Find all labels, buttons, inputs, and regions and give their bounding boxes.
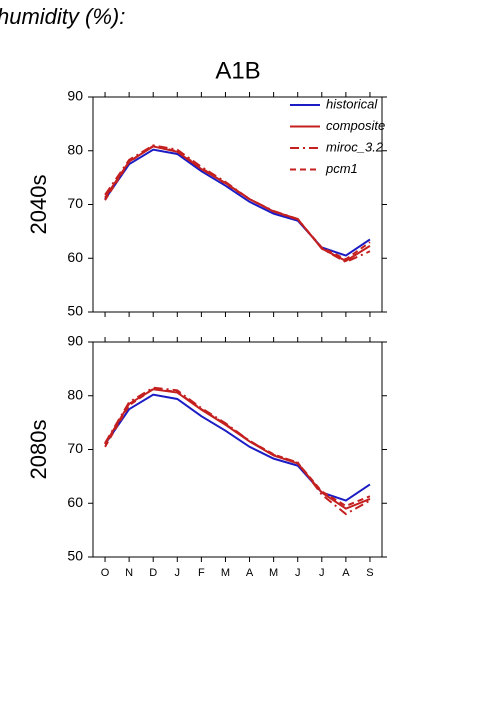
y-tick-label: 80 xyxy=(67,386,83,402)
x-tick-label: A xyxy=(342,567,350,579)
x-tick-label: M xyxy=(221,567,230,579)
x-tick-label: A xyxy=(246,567,254,579)
legend-label: historical xyxy=(326,96,378,111)
x-tick-label: D xyxy=(149,567,157,579)
x-tick-label: M xyxy=(269,567,278,579)
x-tick-label: J xyxy=(295,567,301,579)
x-tick-label: F xyxy=(198,567,205,579)
y-tick-label: 50 xyxy=(67,303,83,319)
x-tick-label: N xyxy=(125,567,133,579)
chart-title: A1B xyxy=(215,57,260,84)
x-tick-label: J xyxy=(319,567,325,579)
y-tick-label: 50 xyxy=(67,548,83,564)
y-tick-label: 70 xyxy=(67,195,83,211)
x-tick-label: O xyxy=(101,567,110,579)
series-line xyxy=(104,393,371,502)
series-line xyxy=(104,144,371,261)
y-tick-label: 80 xyxy=(67,141,83,157)
y-tick-label: 90 xyxy=(67,333,83,349)
series-line xyxy=(104,144,371,264)
series-line xyxy=(104,148,371,257)
y-tick-label: 60 xyxy=(67,249,83,265)
y-tick-label: 90 xyxy=(67,88,83,104)
legend-label: miroc_3.2 xyxy=(326,139,384,154)
legend-label: pcm1 xyxy=(325,161,358,176)
legend-label: composite xyxy=(326,118,385,133)
y-tick-label: 60 xyxy=(67,494,83,510)
y-tick-label: 70 xyxy=(67,440,83,456)
plot-frame xyxy=(92,341,383,558)
series-line xyxy=(104,387,371,508)
series-line xyxy=(104,388,371,510)
heading: humidity (%): xyxy=(0,4,125,29)
y-axis-label: 2040s xyxy=(26,175,51,235)
y-axis-label: 2080s xyxy=(26,420,51,480)
x-tick-label: S xyxy=(366,567,373,579)
x-tick-label: J xyxy=(175,567,181,579)
